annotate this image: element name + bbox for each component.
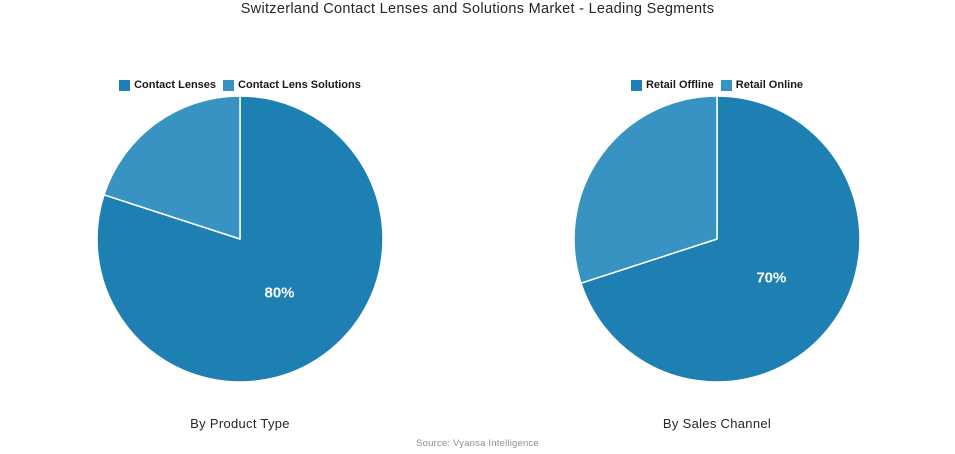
legend-label-retail-offline: Retail Offline — [645, 79, 714, 91]
pie-value-label-contact-lenses: 80% — [264, 284, 294, 301]
product-type-caption: By Product Type — [190, 416, 290, 431]
legend-swatch-retail-offline — [630, 79, 642, 91]
legend-label-contact-lens-solutions: Contact Lens Solutions — [238, 79, 361, 91]
product-type-legend: Contact Lenses Contact Lens Solutions — [95, 78, 385, 92]
legend-item-retail-online[interactable]: Retail Online — [720, 79, 804, 91]
sales-channel-chart: Retail Offline Retail Online 70% By Sale… — [572, 78, 862, 431]
pie-slice-contact-lens-solutions[interactable] — [103, 95, 241, 240]
product-type-pie: 80% — [96, 95, 384, 383]
source-attribution: Source: Vyansa Intelligence — [416, 438, 539, 449]
sales-channel-pie: 70% — [573, 95, 861, 383]
legend-label-contact-lenses: Contact Lenses — [134, 79, 217, 91]
legend-item-contact-lenses[interactable]: Contact Lenses — [119, 79, 216, 91]
legend-swatch-retail-online — [720, 79, 732, 91]
legend-swatch-contact-lenses — [119, 79, 131, 91]
legend-label-retail-online: Retail Online — [735, 79, 804, 91]
pie-slice-retail-offline[interactable] — [580, 95, 861, 383]
legend-swatch-contact-lens-solutions — [223, 79, 235, 91]
legend-item-contact-lens-solutions[interactable]: Contact Lens Solutions — [223, 79, 361, 91]
sales-channel-legend: Retail Offline Retail Online — [572, 78, 862, 92]
product-type-chart: Contact Lenses Contact Lens Solutions 80… — [95, 78, 385, 431]
pie-value-label-retail-offline: 70% — [756, 269, 786, 286]
legend-item-retail-offline[interactable]: Retail Offline — [630, 79, 714, 91]
page-title: Switzerland Contact Lenses and Solutions… — [240, 1, 715, 17]
sales-channel-caption: By Sales Channel — [662, 416, 772, 431]
pie-slice-retail-online[interactable] — [573, 95, 718, 284]
